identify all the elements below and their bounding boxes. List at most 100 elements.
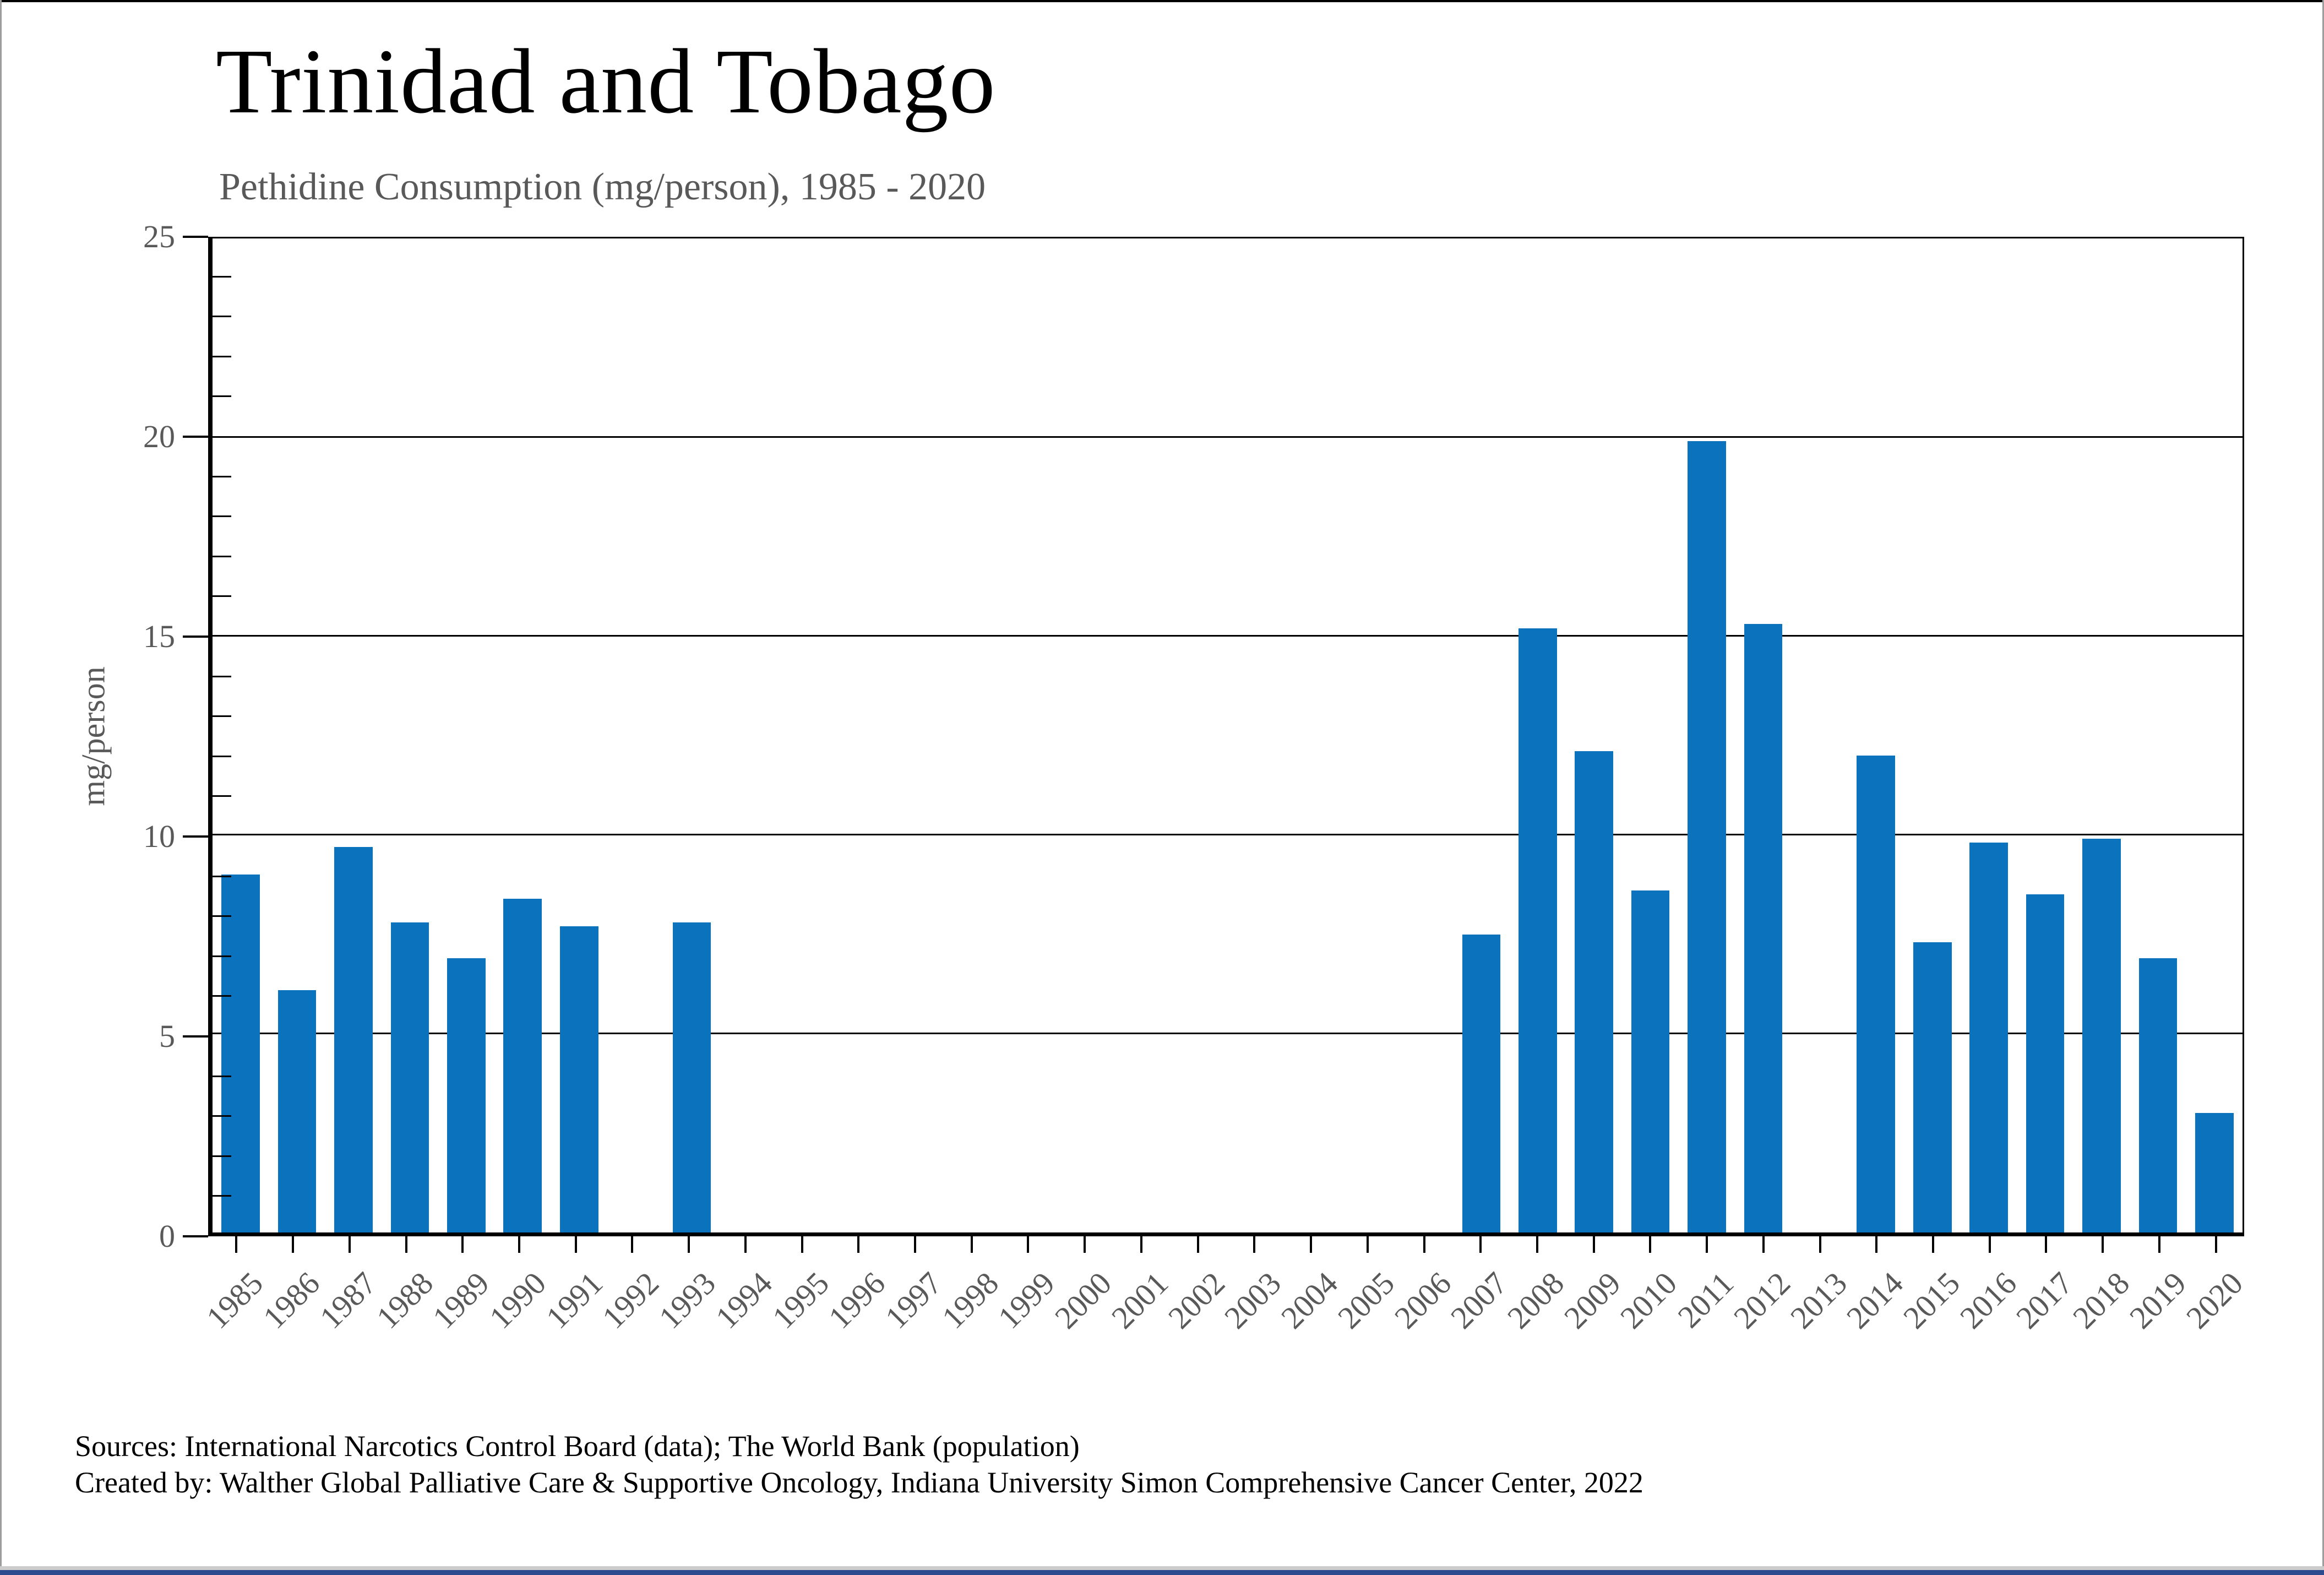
top-edge-line	[0, 0, 2324, 2]
x-tick-label-1987: 1987	[312, 1265, 383, 1336]
x-tick-label-1996: 1996	[821, 1265, 892, 1336]
x-tick-2019	[2158, 1236, 2160, 1253]
bar-2011	[1688, 441, 1726, 1232]
gridline-5	[213, 1033, 2243, 1034]
x-tick-label-2006: 2006	[1387, 1265, 1458, 1336]
x-tick-label-1993: 1993	[652, 1265, 723, 1336]
bar-2020	[2195, 1113, 2234, 1232]
x-tick-label-1988: 1988	[369, 1265, 440, 1336]
x-tick-2001	[1140, 1236, 1142, 1253]
x-tick-label-1989: 1989	[426, 1265, 497, 1336]
x-tick-2016	[1988, 1236, 1991, 1253]
left-edge-line	[0, 0, 2, 1575]
gridline-15	[213, 635, 2243, 637]
y-minor-tick-14	[213, 675, 231, 677]
x-tick-2004	[1310, 1236, 1313, 1253]
y-minor-tick-9	[213, 875, 231, 877]
x-tick-2007	[1479, 1236, 1482, 1253]
x-tick-label-1998: 1998	[934, 1265, 1005, 1336]
x-tick-label-1994: 1994	[709, 1265, 779, 1336]
y-minor-tick-21	[213, 395, 231, 398]
x-tick-label-2002: 2002	[1161, 1265, 1232, 1336]
bar-2012	[1744, 624, 1783, 1232]
right-edge-line	[2322, 0, 2324, 1575]
x-tick-label-2001: 2001	[1104, 1265, 1175, 1336]
x-tick-2009	[1592, 1236, 1595, 1253]
bar-1985	[221, 875, 260, 1232]
x-tick-label-1986: 1986	[256, 1265, 327, 1336]
bar-1988	[390, 922, 429, 1232]
y-major-tick-5	[183, 1035, 208, 1038]
y-major-tick-10	[183, 835, 208, 838]
y-major-tick-15	[183, 636, 208, 638]
x-tick-label-2003: 2003	[1217, 1265, 1288, 1336]
x-tick-1996	[857, 1236, 860, 1253]
x-tick-2013	[1819, 1236, 1821, 1253]
y-minor-tick-24	[213, 275, 231, 278]
x-axis-ticks	[208, 1236, 2244, 1255]
x-tick-label-2018: 2018	[2066, 1265, 2137, 1336]
y-minor-tick-22	[213, 355, 231, 357]
y-minor-tick-3	[213, 1115, 231, 1117]
x-tick-2010	[1649, 1236, 1652, 1253]
bar-1991	[559, 926, 598, 1232]
x-tick-label-2009: 2009	[1556, 1265, 1628, 1336]
plot-area	[208, 237, 2244, 1236]
y-minor-tick-8	[213, 915, 231, 917]
x-tick-label-2005: 2005	[1330, 1265, 1401, 1336]
bar-1986	[277, 990, 317, 1232]
page-title: Trinidad and Tobago	[216, 30, 996, 133]
x-tick-2002	[1196, 1236, 1199, 1253]
x-tick-2005	[1366, 1236, 1369, 1253]
bar-1993	[672, 922, 711, 1232]
y-major-tick-20	[183, 436, 208, 438]
x-tick-label-1997: 1997	[878, 1265, 949, 1336]
x-tick-label-2004: 2004	[1274, 1265, 1345, 1336]
y-tick-label-20: 20	[143, 419, 175, 454]
y-minor-tick-19	[213, 475, 231, 477]
x-tick-label-2012: 2012	[1727, 1265, 1797, 1336]
bar-2019	[2138, 958, 2178, 1232]
x-tick-1997	[914, 1236, 917, 1253]
x-tick-2012	[1762, 1236, 1765, 1253]
x-tick-1987	[348, 1236, 351, 1253]
gridline-10	[213, 834, 2243, 835]
x-tick-label-2000: 2000	[1048, 1265, 1119, 1336]
x-tick-1988	[405, 1236, 407, 1253]
x-tick-1986	[292, 1236, 295, 1253]
y-minor-tick-2	[213, 1155, 231, 1157]
x-tick-1995	[801, 1236, 803, 1253]
x-tick-label-2013: 2013	[1783, 1265, 1854, 1336]
x-tick-label-1990: 1990	[482, 1265, 553, 1336]
y-axis-minor-ticks	[213, 237, 235, 1236]
x-tick-label-2019: 2019	[2122, 1265, 2194, 1336]
page-subtitle: Pethidine Consumption (mg/person), 1985 …	[219, 166, 986, 208]
x-tick-2015	[1932, 1236, 1935, 1253]
bottom-gray-strip	[0, 1566, 2324, 1570]
y-minor-tick-6	[213, 995, 231, 997]
x-tick-1991	[574, 1236, 577, 1253]
bar-2015	[1913, 942, 1952, 1232]
x-tick-label-2014: 2014	[1839, 1265, 1911, 1336]
x-tick-2000	[1084, 1236, 1086, 1253]
y-axis-major-ticks	[182, 236, 208, 1237]
y-minor-tick-1	[213, 1195, 231, 1197]
x-tick-label-2007: 2007	[1444, 1265, 1515, 1336]
bar-2014	[1857, 755, 1896, 1232]
y-tick-label-25: 25	[143, 219, 175, 254]
x-tick-1999	[1027, 1236, 1030, 1253]
footer-sources: Sources: International Narcotics Control…	[75, 1430, 1080, 1463]
x-tick-label-2020: 2020	[2179, 1265, 2250, 1336]
y-minor-tick-23	[213, 316, 231, 318]
x-tick-label-1992: 1992	[595, 1265, 666, 1336]
x-tick-label-2008: 2008	[1500, 1265, 1571, 1336]
bar-2009	[1575, 751, 1614, 1232]
x-tick-2006	[1423, 1236, 1425, 1253]
y-minor-tick-18	[213, 515, 231, 518]
x-tick-label-1985: 1985	[199, 1265, 270, 1336]
bar-2017	[2026, 894, 2065, 1232]
bar-2007	[1462, 934, 1501, 1232]
x-tick-1990	[518, 1236, 520, 1253]
y-minor-tick-4	[213, 1075, 231, 1077]
